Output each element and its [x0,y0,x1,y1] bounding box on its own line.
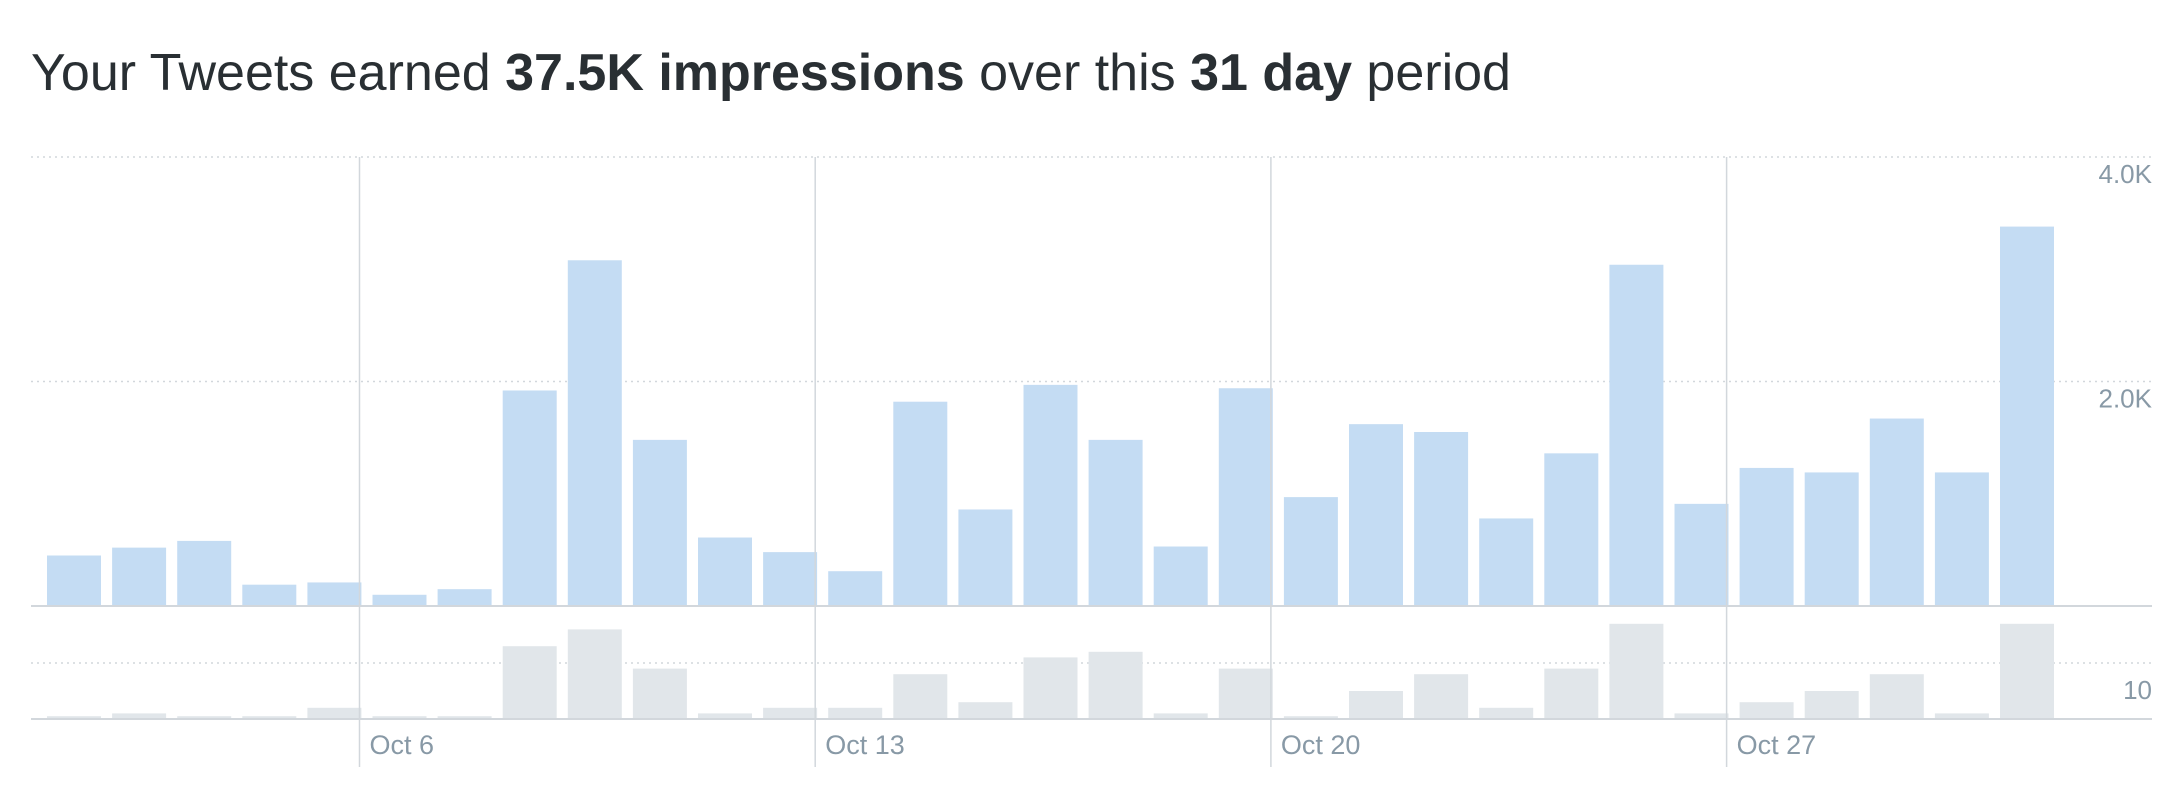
engagement-bar[interactable]: Oct 31: 17 [2000,623,2054,719]
impressions-bar[interactable]: Oct 24: 1360 [1544,453,1599,606]
engagement-bar[interactable]: Oct 21: 5 [1349,691,1403,719]
week-label: Oct 13 [825,730,905,760]
label-layer: 2.0K 4.0K 10 Oct 6 Oct 13 Oct 20 Oct 27 [370,159,2153,760]
impressions-bar[interactable]: Oct 29: 1670 [1869,418,1924,606]
impressions-bar[interactable]: Oct 18: 530 [1153,546,1208,606]
engagement-bar[interactable]: Oct 28: 5 [1804,691,1859,719]
engagement-bar[interactable]: Oct 6: 0.5 [372,716,427,719]
axis-layer [31,157,2152,767]
engagement-bar[interactable]: Oct 26: 1 [1674,713,1729,719]
impressions-bar[interactable]: Oct 27: 1230 [1739,467,1794,606]
engagement-bar[interactable]: Oct 22: 8 [1414,674,1469,719]
engagement-bar[interactable]: Oct 12: 2 [763,707,818,719]
engagement-bar[interactable]: Oct 4: 0.5 [242,716,297,719]
impressions-bar[interactable]: Oct 10: 1480 [632,439,687,606]
engagement-bar[interactable]: Oct 2: 1 [112,713,167,719]
engagement-bar[interactable]: Oct 27: 3 [1739,702,1794,719]
engagement-bar[interactable]: Oct 30: 1 [1934,713,1989,719]
week-label: Oct 6 [370,730,435,760]
impressions-bar[interactable]: Oct 5: 210 [307,582,362,606]
headline-prefix: Your Tweets earned [31,44,506,102]
engagement-bar[interactable]: Oct 9: 16 [567,629,622,719]
impressions-bar[interactable]: Oct 4: 190 [242,584,297,606]
impressions-bar[interactable]: Oct 8: 1920 [502,390,557,606]
impressions-bar[interactable]: Oct 19: 1940 [1218,388,1273,606]
impressions-bar[interactable]: Oct 15: 860 [958,509,1013,606]
impressions-bar[interactable]: Oct 20: 970 [1283,497,1338,606]
impressions-bar[interactable]: Oct 14: 1820 [893,401,948,606]
impressions-bar[interactable]: Oct 2: 520 [112,547,167,606]
engagement-bar[interactable]: Oct 17: 12 [1088,651,1143,719]
impressions-bar[interactable]: Oct 16: 1970 [1023,384,1078,606]
impressions-bar[interactable]: Oct 7: 150 [437,589,492,606]
engagement-bar[interactable]: Oct 24: 9 [1544,668,1599,719]
impressions-bar[interactable]: Oct 26: 910 [1674,503,1729,606]
engagement-bars: Oct 1: 0.5 Oct 2: 1 Oct 3: 0.5 Oct 4: 0.5 Oc… [47,623,2054,719]
engagement-bar[interactable]: Oct 25: 17 [1609,623,1664,719]
engagement-bar[interactable]: Oct 13: 2 [828,707,883,719]
engagement-bar[interactable]: Oct 8: 13 [502,646,557,719]
impressions-bar[interactable]: Oct 3: 580 [177,540,232,606]
engagement-bar[interactable]: Oct 7: 0.5 [437,716,492,719]
impressions-bar[interactable]: Oct 6: 100 [372,594,427,606]
impressions-ytick-label: 2.0K [2099,384,2153,414]
impressions-bars: Oct 1: 450Oct 2: 520Oct 3: 580 Oct 4: 190… [47,226,2054,606]
engagement-bar[interactable]: Oct 5: 2 [307,707,362,719]
engagement-bar[interactable]: Oct 1: 0.5 [47,716,101,719]
headline-middle: over this [964,44,1191,102]
week-label: Oct 27 [1737,730,1817,760]
engagement-bar[interactable]: Oct 19: 9 [1218,668,1273,719]
headline-suffix: period [1351,44,1511,102]
page-title: Your Tweets earned 37.5K impressions ove… [31,38,1511,108]
impressions-bar[interactable]: Oct 28: 1190 [1804,472,1859,606]
engagement-bar[interactable]: Oct 20: 0.5 [1283,716,1338,719]
impressions-bar[interactable]: Oct 1: 450 [47,555,101,606]
impressions-bar[interactable]: Oct 11: 610 [698,537,752,606]
impressions-bar[interactable]: Oct 17: 1480 [1088,439,1143,606]
engagement-ytick-label: 10 [2123,675,2152,705]
impressions-bar[interactable]: Oct 23: 780 [1479,518,1534,606]
engagement-bar[interactable]: Oct 18: 1 [1153,713,1208,719]
impressions-bar[interactable]: Oct 13: 310 [828,571,883,606]
engagement-bar[interactable]: Oct 15: 3 [958,702,1013,719]
impressions-bar[interactable]: Oct 22: 1550 [1414,432,1469,606]
impressions-bar[interactable]: Oct 31: 3380 [2000,226,2054,606]
engagement-bar[interactable]: Oct 14: 8 [893,674,948,719]
engagement-bar[interactable]: Oct 10: 9 [632,668,687,719]
engagement-bar[interactable]: Oct 29: 8 [1869,674,1924,719]
impressions-ytick-label: 4.0K [2099,159,2153,189]
engagement-bar[interactable]: Oct 16: 11 [1023,657,1078,719]
engagement-bar[interactable]: Oct 11: 1 [698,713,752,719]
impressions-bar[interactable]: Oct 30: 1190 [1934,472,1989,606]
engagement-bar[interactable]: Oct 23: 2 [1479,707,1534,719]
engagement-bar[interactable]: Oct 3: 0.5 [177,716,232,719]
week-label: Oct 20 [1281,730,1361,760]
period-length: 31 day [1190,44,1352,102]
impressions-bar[interactable]: Oct 9: 3080 [567,260,622,606]
impressions-bar[interactable]: Oct 21: 1620 [1349,424,1403,606]
impressions-bar[interactable]: Oct 12: 480 [763,552,818,606]
impressions-total: 37.5K impressions [505,44,965,102]
impressions-bar[interactable]: Oct 25: 3040 [1609,264,1664,606]
